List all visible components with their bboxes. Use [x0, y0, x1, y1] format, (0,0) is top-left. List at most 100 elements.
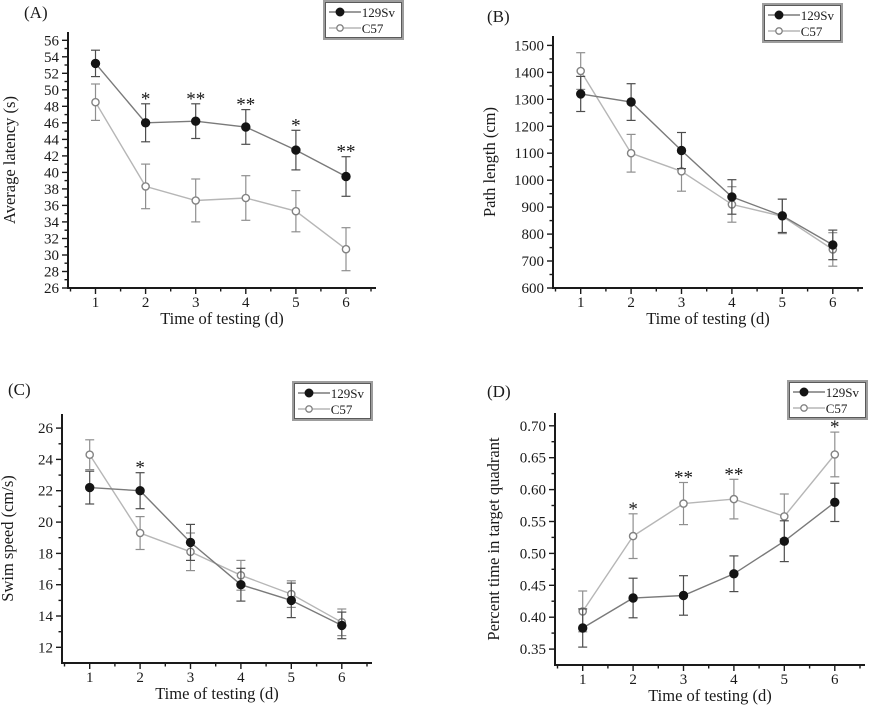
data-point-129Sv-day3	[191, 116, 201, 126]
significance-star: **	[186, 89, 205, 110]
significance-star: **	[724, 464, 743, 485]
axis-lines	[67, 32, 376, 289]
data-point-C57-day6	[341, 244, 351, 254]
x-tick-label: 6	[338, 670, 346, 686]
legend-label-C57: C57	[800, 23, 823, 39]
data-point-C57-day2	[135, 528, 145, 538]
y-tick-label: 26	[44, 281, 60, 297]
significance-star: **	[674, 468, 693, 489]
y-tick-label: 0.60	[520, 483, 546, 499]
significance-star: *	[135, 458, 145, 479]
x-tick-labels: 1 2 3 4 5 6	[577, 295, 837, 311]
y-axis-label: Percent time in target quadrant	[484, 437, 503, 641]
data-point-129Sv-day4	[727, 192, 737, 202]
legend-d: 129Sv C57	[786, 380, 869, 420]
x-axis-label: Time of testing (d)	[155, 684, 279, 703]
significance-markers: *	[135, 458, 145, 479]
y-tick-labels: 0.35 0.40 0.45 0.50 0.55 0.60 0.65 0.70	[520, 419, 546, 658]
data-point-129Sv-day4	[236, 580, 246, 590]
markers-129Sv	[576, 89, 838, 250]
markers-C57	[91, 97, 351, 254]
data-point-C57-day3	[679, 499, 688, 508]
legend-label-C57: C57	[825, 400, 848, 416]
legend-marker-129Sv-icon	[304, 388, 314, 398]
series-line-C57	[582, 454, 836, 612]
x-tick-label: 1	[577, 295, 585, 311]
y-tick-label: 48	[44, 99, 59, 115]
y-tick-label: 32	[44, 232, 59, 248]
x-axis-label: Time of testing (d)	[648, 686, 772, 705]
legend-marker-C57-icon	[335, 24, 344, 32]
legend-entry-C57: C57	[328, 20, 395, 36]
y-tick-label: 54	[44, 50, 60, 66]
series-C57	[85, 439, 347, 637]
series-line-129Sv	[582, 501, 836, 629]
y-tick-label: 0.45	[520, 578, 546, 594]
x-axis-label: Time of testing (d)	[646, 309, 770, 328]
y-tick-label: 600	[522, 281, 545, 297]
legend-a: 129Sv C57	[322, 0, 405, 40]
data-point-C57-day2	[141, 182, 150, 191]
significance-star: **	[236, 95, 255, 116]
x-tick-label: 2	[627, 295, 635, 311]
legend-marker-129Sv-icon	[774, 10, 784, 20]
series-C57	[91, 83, 351, 272]
data-point-C57-day4	[241, 193, 251, 203]
legend-label-129Sv: 129Sv	[800, 7, 834, 23]
y-tick-label: 800	[522, 227, 545, 243]
x-tick-label: 4	[237, 670, 245, 686]
markers-C57	[578, 450, 840, 616]
data-point-C57-day1	[85, 450, 94, 459]
legend-marker-sample-C57	[792, 404, 825, 412]
data-point-129Sv-day5	[286, 595, 296, 606]
x-tick-label: 2	[142, 295, 150, 311]
y-tick-label: 56	[44, 33, 60, 49]
x-tick-label: 1	[579, 672, 587, 688]
ticks	[549, 425, 861, 671]
x-tick-label: 3	[678, 295, 686, 311]
significance-star: *	[291, 115, 301, 136]
legend-marker-sample-C57	[328, 24, 361, 32]
error-bars-C57	[576, 52, 838, 267]
data-point-129Sv-day2	[135, 486, 145, 496]
y-tick-label: 40	[44, 165, 59, 181]
data-point-C57-day1	[91, 97, 100, 107]
y-tick-label: 1300	[514, 92, 544, 108]
data-point-C57-day2	[628, 531, 638, 541]
legend-marker-sample-129Sv	[297, 388, 330, 398]
x-tick-label: 1	[92, 295, 100, 311]
markers-129Sv	[90, 58, 351, 182]
panel-a: (A) 26 28 30 32 34 36 38 40 42 44 46 48 50 52 54 56 1 2 3 4…	[0, 0, 435, 345]
y-tick-label: 46	[44, 116, 60, 132]
data-point-129Sv-day5	[291, 145, 301, 155]
markers-129Sv	[578, 497, 840, 633]
axis-lines	[61, 414, 372, 664]
data-point-129Sv-day5	[777, 211, 787, 221]
panel-label-d: (D)	[487, 382, 511, 401]
data-point-C57-day2	[626, 148, 636, 158]
x-tick-label: 5	[779, 295, 787, 311]
legend-marker-sample-129Sv	[792, 387, 825, 397]
legend-entry-C57: C57	[767, 23, 834, 39]
legend-marker-129Sv-icon	[799, 387, 809, 397]
panel-label-c: (C)	[8, 380, 31, 399]
y-tick-label: 26	[38, 421, 54, 437]
legend-marker-sample-129Sv	[328, 7, 361, 17]
y-tick-label: 42	[44, 149, 59, 165]
x-axis-label: Time of testing (d)	[160, 309, 284, 328]
data-point-129Sv-day3	[678, 590, 689, 601]
legend-label-129Sv: 129Sv	[361, 4, 395, 20]
data-point-129Sv-day4	[241, 122, 251, 132]
data-point-129Sv-day3	[676, 145, 687, 156]
legend-marker-sample-C57	[767, 27, 800, 35]
error-bars-C57	[578, 431, 840, 633]
legend-entry-129Sv: 129Sv	[792, 384, 859, 400]
y-tick-label: 20	[38, 515, 53, 531]
data-point-129Sv-day2	[626, 97, 636, 107]
legend-entry-129Sv: 129Sv	[297, 385, 364, 401]
panel-d: (D) 0.35 0.40 0.45 0.50 0.55 0.60 0.65 0.70 1 2 3 4…	[435, 345, 870, 711]
significance-star: *	[830, 417, 840, 438]
